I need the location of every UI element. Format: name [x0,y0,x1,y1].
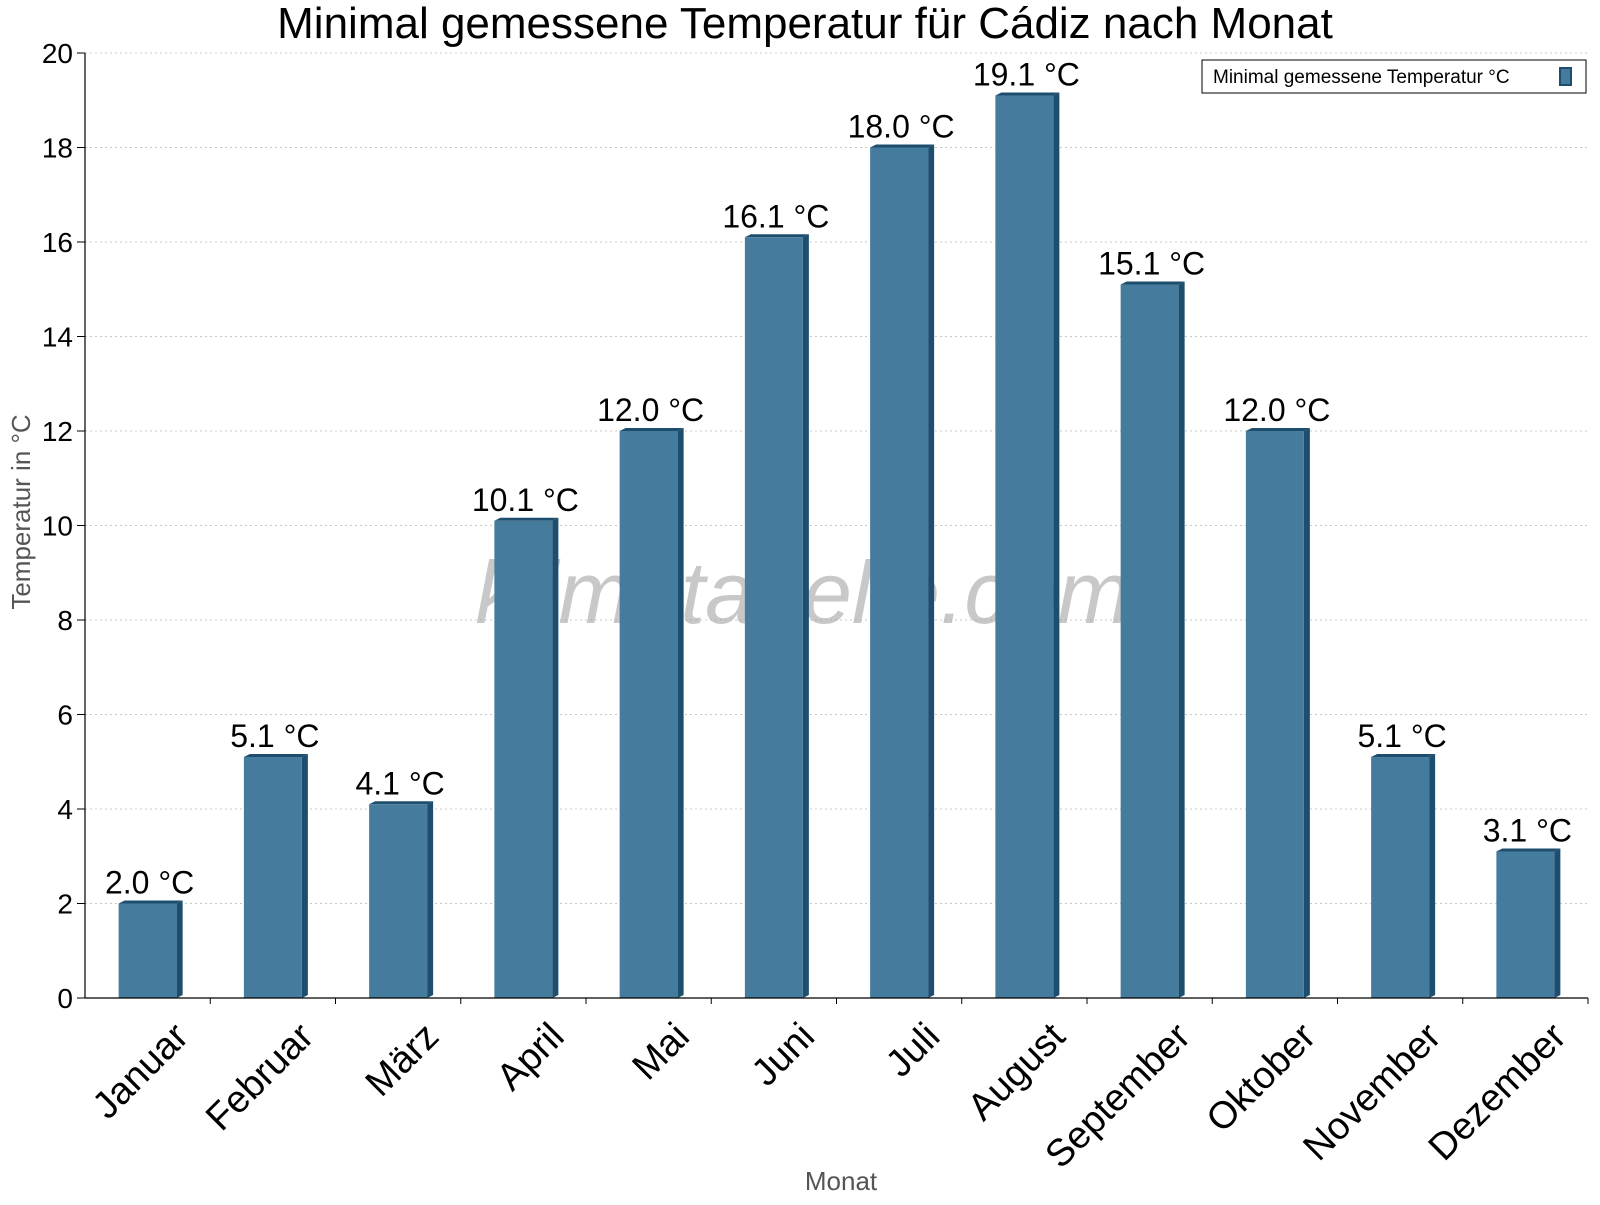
x-tick-label: Oktober [1199,1015,1325,1141]
bar-group [1245,428,1310,998]
y-tick-label: 14 [42,322,73,353]
bar-top [494,517,559,521]
bar-group [1120,281,1185,998]
y-tick-label: 0 [57,983,73,1014]
y-tick-label: 2 [57,889,73,920]
bar-side [1554,848,1561,998]
bar-top [118,900,183,904]
bar-group [744,234,809,998]
bar-group [870,144,935,998]
gridlines [85,52,1588,904]
bar-side [176,900,183,998]
bar-data-label: 10.1 °C [472,482,579,518]
bar-group [118,900,183,998]
bar-data-label: 5.1 °C [230,718,319,754]
bar-side [1178,281,1185,998]
bar-data-label: 19.1 °C [973,57,1080,93]
bar [995,95,1054,998]
bar-group [1371,754,1436,998]
bar-top [1245,428,1310,431]
bar-data-label: 4.1 °C [355,765,444,801]
bar [1371,757,1430,998]
bar-data-label: 3.1 °C [1483,813,1572,849]
bar-data-label: 12.0 °C [1223,392,1330,428]
bar-data-label: 16.1 °C [722,198,829,234]
bar-group [243,754,308,998]
bar-top [1496,848,1561,852]
x-tick-label: Dezember [1421,1015,1575,1169]
bar-data-label: 18.0 °C [848,109,955,145]
y-axis-title: Temperatur in °C [6,414,36,609]
bar-top [1120,281,1185,285]
bar-top [870,144,935,148]
bar-side [427,801,434,998]
legend-swatch [1559,67,1572,86]
bar-side [1053,92,1060,998]
y-tick-label: 12 [42,416,73,447]
bar [1245,431,1304,998]
bar-top [1371,754,1436,758]
bar-group [995,92,1060,998]
bar-data-label: 2.0 °C [105,865,194,901]
chart-title: Minimal gemessene Temperatur für Cádiz n… [277,0,1333,48]
bar [494,520,553,998]
bar-data-label: 5.1 °C [1357,718,1446,754]
bar-top [619,428,684,431]
bars [118,92,1561,998]
bar [744,237,803,998]
bar [118,903,177,998]
y-tick-label: 4 [57,794,73,825]
bar-data-label: 15.1 °C [1098,246,1205,282]
bar-side [1303,428,1310,998]
bar-side [1429,754,1436,998]
legend-box [1201,59,1587,94]
bar-side [802,234,809,998]
bar [243,757,302,998]
bar [870,147,929,998]
bar-group [369,801,434,998]
bar-side [928,144,935,998]
bar [1120,284,1179,998]
bar-top [744,234,809,238]
y-tick-label: 16 [42,227,73,258]
y-tick-label: 18 [42,133,73,164]
x-tick-label: Januar [85,1015,197,1127]
bar-side [301,754,308,998]
y-tick-label: 20 [42,38,73,69]
legend-label: Minimal gemessene Temperatur °C [1213,67,1510,88]
bar-side [677,428,684,998]
x-tick-label: März [358,1015,447,1104]
x-tick-label: Juli [878,1015,948,1085]
y-tick-label: 10 [42,511,73,542]
bar-top [243,754,308,758]
bar-data-labels: 2.0 °C 5.1 °C 4.1 °C 10.1 °C 12.0 °C 16.1 °C 1… [105,57,1572,901]
bar-top [995,92,1060,96]
x-tick-label: Mai [625,1015,698,1088]
y-tick-label: 8 [57,605,73,636]
x-tick-label: April [489,1015,572,1098]
bar [1496,851,1555,998]
x-tick-label: August [960,1015,1074,1129]
bar-group [1496,848,1561,998]
bar-group [619,428,684,998]
x-tick-label: Februar [198,1015,322,1139]
bar-group [494,517,559,998]
x-tick-label: Juni [744,1015,823,1094]
bar-top [369,801,434,805]
y-tick-label: 6 [57,700,73,731]
legend: Minimal gemessene Temperatur °C [1201,59,1587,94]
x-axis-title: Monat [805,1166,878,1196]
bar-data-label: 12.0 °C [597,392,704,428]
bar [619,431,678,998]
bar [369,804,428,998]
bar-side [552,517,559,998]
